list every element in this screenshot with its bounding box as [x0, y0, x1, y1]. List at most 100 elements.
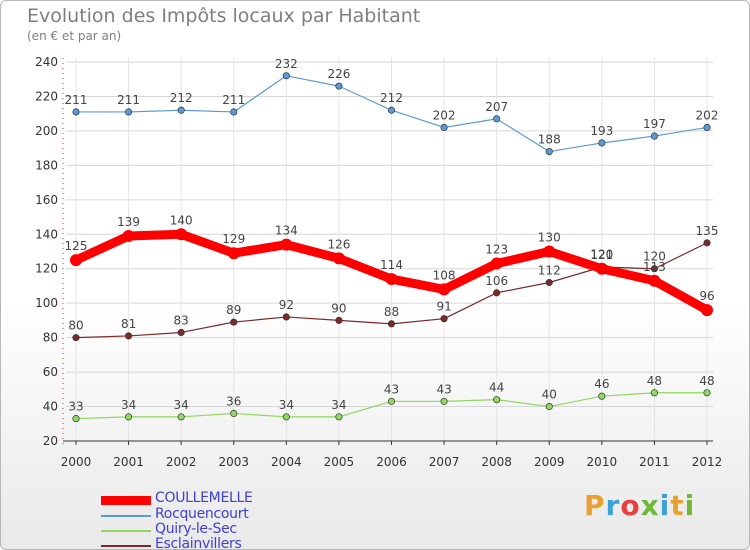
data-point [490, 257, 503, 270]
data-point [440, 315, 448, 323]
logo-letter: i [659, 489, 671, 522]
chart-subtitle: (en € et par an) [27, 29, 122, 43]
data-point [701, 304, 713, 317]
data-point [650, 389, 658, 397]
data-label: 139 [117, 215, 140, 229]
x-tick-label: 2012 [692, 455, 723, 469]
data-point [650, 265, 658, 273]
data-point [282, 72, 290, 80]
data-label: 211 [222, 93, 245, 107]
data-label: 92 [279, 298, 294, 312]
legend-swatch [101, 530, 151, 532]
logo-letter: x [640, 489, 660, 522]
data-label: 129 [222, 232, 245, 246]
data-label: 90 [331, 301, 346, 315]
data-point [227, 247, 240, 260]
data-label: 188 [538, 133, 561, 147]
data-point [282, 413, 290, 421]
data-point [543, 245, 556, 258]
logo-letter: P [584, 489, 606, 522]
data-point [282, 313, 290, 321]
data-label: 126 [327, 237, 350, 251]
data-point [493, 289, 501, 297]
data-label: 91 [436, 300, 451, 314]
data-label: 212 [170, 91, 193, 105]
data-label: 96 [699, 289, 714, 303]
legend-swatch [101, 496, 151, 505]
data-point [335, 413, 343, 421]
data-label: 193 [590, 124, 613, 138]
data-label: 106 [485, 274, 508, 288]
y-tick-label: 200 [35, 124, 58, 138]
data-label: 34 [174, 398, 189, 412]
data-label: 34 [279, 398, 294, 412]
data-label: 48 [699, 374, 714, 388]
data-label: 212 [380, 91, 403, 105]
data-point [387, 106, 396, 114]
legend-label: Rocquencourt [155, 506, 249, 522]
data-point [230, 409, 238, 417]
y-tick-label: 40 [43, 400, 58, 414]
x-tick-label: 2002 [166, 455, 197, 469]
data-label: 44 [489, 381, 504, 395]
data-label: 134 [275, 224, 298, 238]
y-tick-label: 140 [35, 227, 58, 241]
data-label: 36 [226, 394, 241, 408]
data-point [703, 239, 711, 247]
data-point [440, 397, 448, 405]
x-tick-label: 2000 [61, 455, 92, 469]
y-tick-label: 220 [35, 89, 58, 103]
data-label: 43 [384, 382, 399, 396]
x-tick-label: 2004 [271, 455, 302, 469]
data-label: 83 [174, 313, 189, 327]
data-label: 125 [65, 239, 88, 253]
y-tick-label: 180 [35, 158, 58, 172]
data-label: 197 [643, 117, 666, 131]
data-point [125, 108, 133, 116]
data-label: 120 [643, 250, 666, 264]
data-label: 89 [226, 303, 241, 317]
data-point [72, 108, 80, 116]
data-label: 80 [68, 319, 83, 333]
data-point [438, 283, 451, 296]
data-point [230, 108, 238, 116]
data-point [387, 397, 396, 405]
data-label: 123 [485, 243, 508, 257]
data-point [703, 389, 711, 397]
data-point [545, 402, 553, 411]
x-tick-label: 2001 [113, 455, 144, 469]
data-point [385, 273, 398, 286]
y-tick-label: 80 [43, 331, 58, 345]
data-point [175, 228, 188, 241]
data-label: 211 [117, 93, 140, 107]
data-point [598, 139, 606, 147]
data-point [598, 392, 606, 400]
data-point [493, 115, 501, 123]
logo-letter: i [684, 489, 696, 522]
data-point [335, 316, 343, 324]
data-label: 81 [121, 317, 136, 331]
y-tick-label: 100 [35, 296, 58, 310]
data-point [122, 229, 135, 242]
x-tick-label: 2007 [429, 455, 460, 469]
x-tick-label: 2003 [218, 455, 249, 469]
data-point [650, 132, 658, 140]
data-label: 226 [327, 67, 350, 81]
data-point [545, 278, 553, 287]
legend-swatch [101, 545, 151, 547]
y-tick-label: 60 [43, 365, 58, 379]
data-point [335, 82, 343, 90]
data-point [177, 413, 185, 421]
data-label: 202 [433, 108, 456, 122]
data-label: 48 [647, 374, 662, 388]
x-tick-label: 2010 [587, 455, 618, 469]
y-tick-label: 20 [43, 434, 58, 448]
data-label: 121 [590, 248, 613, 262]
x-tick-label: 2009 [534, 455, 565, 469]
logo-letter: o [620, 489, 641, 522]
data-point [440, 123, 448, 132]
data-point [177, 106, 185, 114]
data-point [70, 254, 82, 267]
data-point [648, 274, 661, 287]
